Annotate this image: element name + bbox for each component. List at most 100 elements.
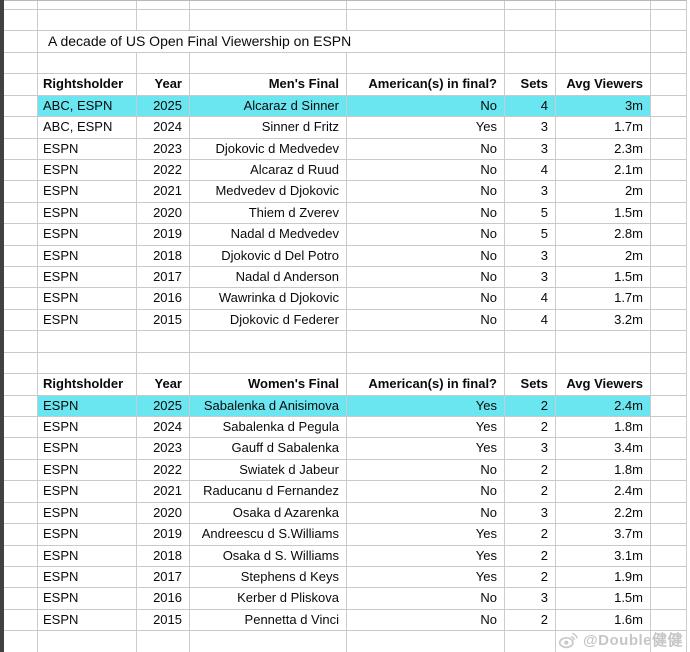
cell-final[interactable]: Raducanu d Fernandez bbox=[190, 481, 347, 502]
cell-year[interactable]: 2024 bbox=[137, 117, 190, 138]
cell-year[interactable]: 2016 bbox=[137, 588, 190, 609]
cell-final[interactable]: Nadal d Anderson bbox=[190, 267, 347, 288]
cell-final[interactable]: Sabalenka d Anisimova bbox=[190, 395, 347, 417]
cell-year[interactable]: 2018 bbox=[137, 545, 190, 566]
cell-final[interactable]: Stephens d Keys bbox=[190, 566, 347, 588]
cell-year[interactable]: 2025 bbox=[137, 95, 190, 117]
cell-final[interactable]: Medvedev d Djokovic bbox=[190, 181, 347, 202]
cell-american-in-final[interactable]: Yes bbox=[347, 438, 505, 459]
cell-rightsholder[interactable]: ESPN bbox=[38, 417, 137, 438]
cell-sets[interactable]: 4 bbox=[505, 159, 556, 181]
cell-rightsholder[interactable]: ESPN bbox=[38, 224, 137, 245]
cell-sets[interactable]: 2 bbox=[505, 545, 556, 566]
header-year[interactable]: Year bbox=[137, 74, 190, 95]
cell-american-in-final[interactable]: No bbox=[347, 481, 505, 502]
cell-rightsholder[interactable]: ESPN bbox=[38, 202, 137, 224]
cell-rightsholder[interactable]: ESPN bbox=[38, 288, 137, 309]
cell-final[interactable]: Sinner d Fritz bbox=[190, 117, 347, 138]
cell-year[interactable]: 2023 bbox=[137, 138, 190, 159]
cell-sets[interactable]: 5 bbox=[505, 224, 556, 245]
cell-rightsholder[interactable]: ESPN bbox=[38, 309, 137, 331]
cell-rightsholder[interactable]: ABC, ESPN bbox=[38, 95, 137, 117]
header-avg-viewers[interactable]: Avg Viewers bbox=[556, 374, 651, 395]
cell-final[interactable]: Djokovic d Medvedev bbox=[190, 138, 347, 159]
cell-avg-viewers[interactable]: 2.4m bbox=[556, 481, 651, 502]
cell-avg-viewers[interactable]: 1.7m bbox=[556, 288, 651, 309]
header-year[interactable]: Year bbox=[137, 374, 190, 395]
cell-year[interactable]: 2022 bbox=[137, 159, 190, 181]
cell-year[interactable]: 2021 bbox=[137, 181, 190, 202]
cell-american-in-final[interactable]: Yes bbox=[347, 395, 505, 417]
cell-avg-viewers[interactable]: 1.7m bbox=[556, 117, 651, 138]
header-sets[interactable]: Sets bbox=[505, 74, 556, 95]
cell-final[interactable]: Kerber d Pliskova bbox=[190, 588, 347, 609]
cell-sets[interactable]: 3 bbox=[505, 181, 556, 202]
cell-american-in-final[interactable]: No bbox=[347, 588, 505, 609]
cell-year[interactable]: 2015 bbox=[137, 309, 190, 331]
header-rightsholder[interactable]: Rightsholder bbox=[38, 74, 137, 95]
cell-avg-viewers[interactable]: 2.1m bbox=[556, 159, 651, 181]
cell-american-in-final[interactable]: No bbox=[347, 138, 505, 159]
cell-year[interactable]: 2019 bbox=[137, 524, 190, 545]
cell-american-in-final[interactable]: No bbox=[347, 309, 505, 331]
cell-rightsholder[interactable]: ESPN bbox=[38, 502, 137, 524]
cell-american-in-final[interactable]: Yes bbox=[347, 545, 505, 566]
cell-year[interactable]: 2022 bbox=[137, 459, 190, 481]
cell-rightsholder[interactable]: ESPN bbox=[38, 267, 137, 288]
cell-year[interactable]: 2024 bbox=[137, 417, 190, 438]
header-rightsholder[interactable]: Rightsholder bbox=[38, 374, 137, 395]
cell-avg-viewers[interactable]: 1.5m bbox=[556, 202, 651, 224]
cell-year[interactable]: 2016 bbox=[137, 288, 190, 309]
cell-american-in-final[interactable]: No bbox=[347, 202, 505, 224]
cell-sets[interactable]: 4 bbox=[505, 309, 556, 331]
cell-sets[interactable]: 3 bbox=[505, 438, 556, 459]
cell-american-in-final[interactable]: No bbox=[347, 95, 505, 117]
cell-final[interactable]: Nadal d Medvedev bbox=[190, 224, 347, 245]
cell-avg-viewers[interactable]: 1.8m bbox=[556, 459, 651, 481]
header-sets[interactable]: Sets bbox=[505, 374, 556, 395]
cell-sets[interactable]: 2 bbox=[505, 481, 556, 502]
cell-avg-viewers[interactable]: 3.1m bbox=[556, 545, 651, 566]
cell-sets[interactable]: 2 bbox=[505, 524, 556, 545]
cell-sets[interactable]: 3 bbox=[505, 267, 556, 288]
cell-year[interactable]: 2017 bbox=[137, 267, 190, 288]
cell-avg-viewers[interactable]: 2m bbox=[556, 181, 651, 202]
cell-final[interactable]: Wawrinka d Djokovic bbox=[190, 288, 347, 309]
cell-avg-viewers[interactable]: 2.3m bbox=[556, 138, 651, 159]
cell-year[interactable]: 2018 bbox=[137, 245, 190, 267]
cell-sets[interactable]: 2 bbox=[505, 566, 556, 588]
cell-final[interactable]: Thiem d Zverev bbox=[190, 202, 347, 224]
cell-rightsholder[interactable]: ESPN bbox=[38, 181, 137, 202]
header-final[interactable]: Women's Final bbox=[190, 374, 347, 395]
cell-rightsholder[interactable]: ESPN bbox=[38, 159, 137, 181]
cell-rightsholder[interactable]: ESPN bbox=[38, 545, 137, 566]
cell-rightsholder[interactable]: ESPN bbox=[38, 245, 137, 267]
cell-avg-viewers[interactable]: 2.4m bbox=[556, 395, 651, 417]
cell-american-in-final[interactable]: No bbox=[347, 181, 505, 202]
cell-american-in-final[interactable]: No bbox=[347, 288, 505, 309]
cell-rightsholder[interactable]: ESPN bbox=[38, 588, 137, 609]
cell-rightsholder[interactable]: ESPN bbox=[38, 395, 137, 417]
cell-final[interactable]: Djokovic d Federer bbox=[190, 309, 347, 331]
cell-avg-viewers[interactable]: 3.2m bbox=[556, 309, 651, 331]
cell-rightsholder[interactable]: ESPN bbox=[38, 566, 137, 588]
cell-rightsholder[interactable]: ESPN bbox=[38, 138, 137, 159]
cell-american-in-final[interactable]: Yes bbox=[347, 524, 505, 545]
header-final[interactable]: Men's Final bbox=[190, 74, 347, 95]
cell-avg-viewers[interactable]: 1.5m bbox=[556, 588, 651, 609]
cell-final[interactable]: Gauff d Sabalenka bbox=[190, 438, 347, 459]
cell-avg-viewers[interactable]: 1.5m bbox=[556, 267, 651, 288]
cell-american-in-final[interactable]: Yes bbox=[347, 566, 505, 588]
cell-american-in-final[interactable]: No bbox=[347, 224, 505, 245]
cell-year[interactable]: 2023 bbox=[137, 438, 190, 459]
cell-sets[interactable]: 4 bbox=[505, 288, 556, 309]
cell-american-in-final[interactable]: No bbox=[347, 609, 505, 631]
cell-american-in-final[interactable]: Yes bbox=[347, 417, 505, 438]
cell-year[interactable]: 2015 bbox=[137, 609, 190, 631]
cell-final[interactable]: Osaka d S. Williams bbox=[190, 545, 347, 566]
cell-final[interactable]: Swiatek d Jabeur bbox=[190, 459, 347, 481]
cell-sets[interactable]: 2 bbox=[505, 609, 556, 631]
cell-rightsholder[interactable]: ESPN bbox=[38, 438, 137, 459]
cell-final[interactable]: Alcaraz d Ruud bbox=[190, 159, 347, 181]
cell-rightsholder[interactable]: ABC, ESPN bbox=[38, 117, 137, 138]
